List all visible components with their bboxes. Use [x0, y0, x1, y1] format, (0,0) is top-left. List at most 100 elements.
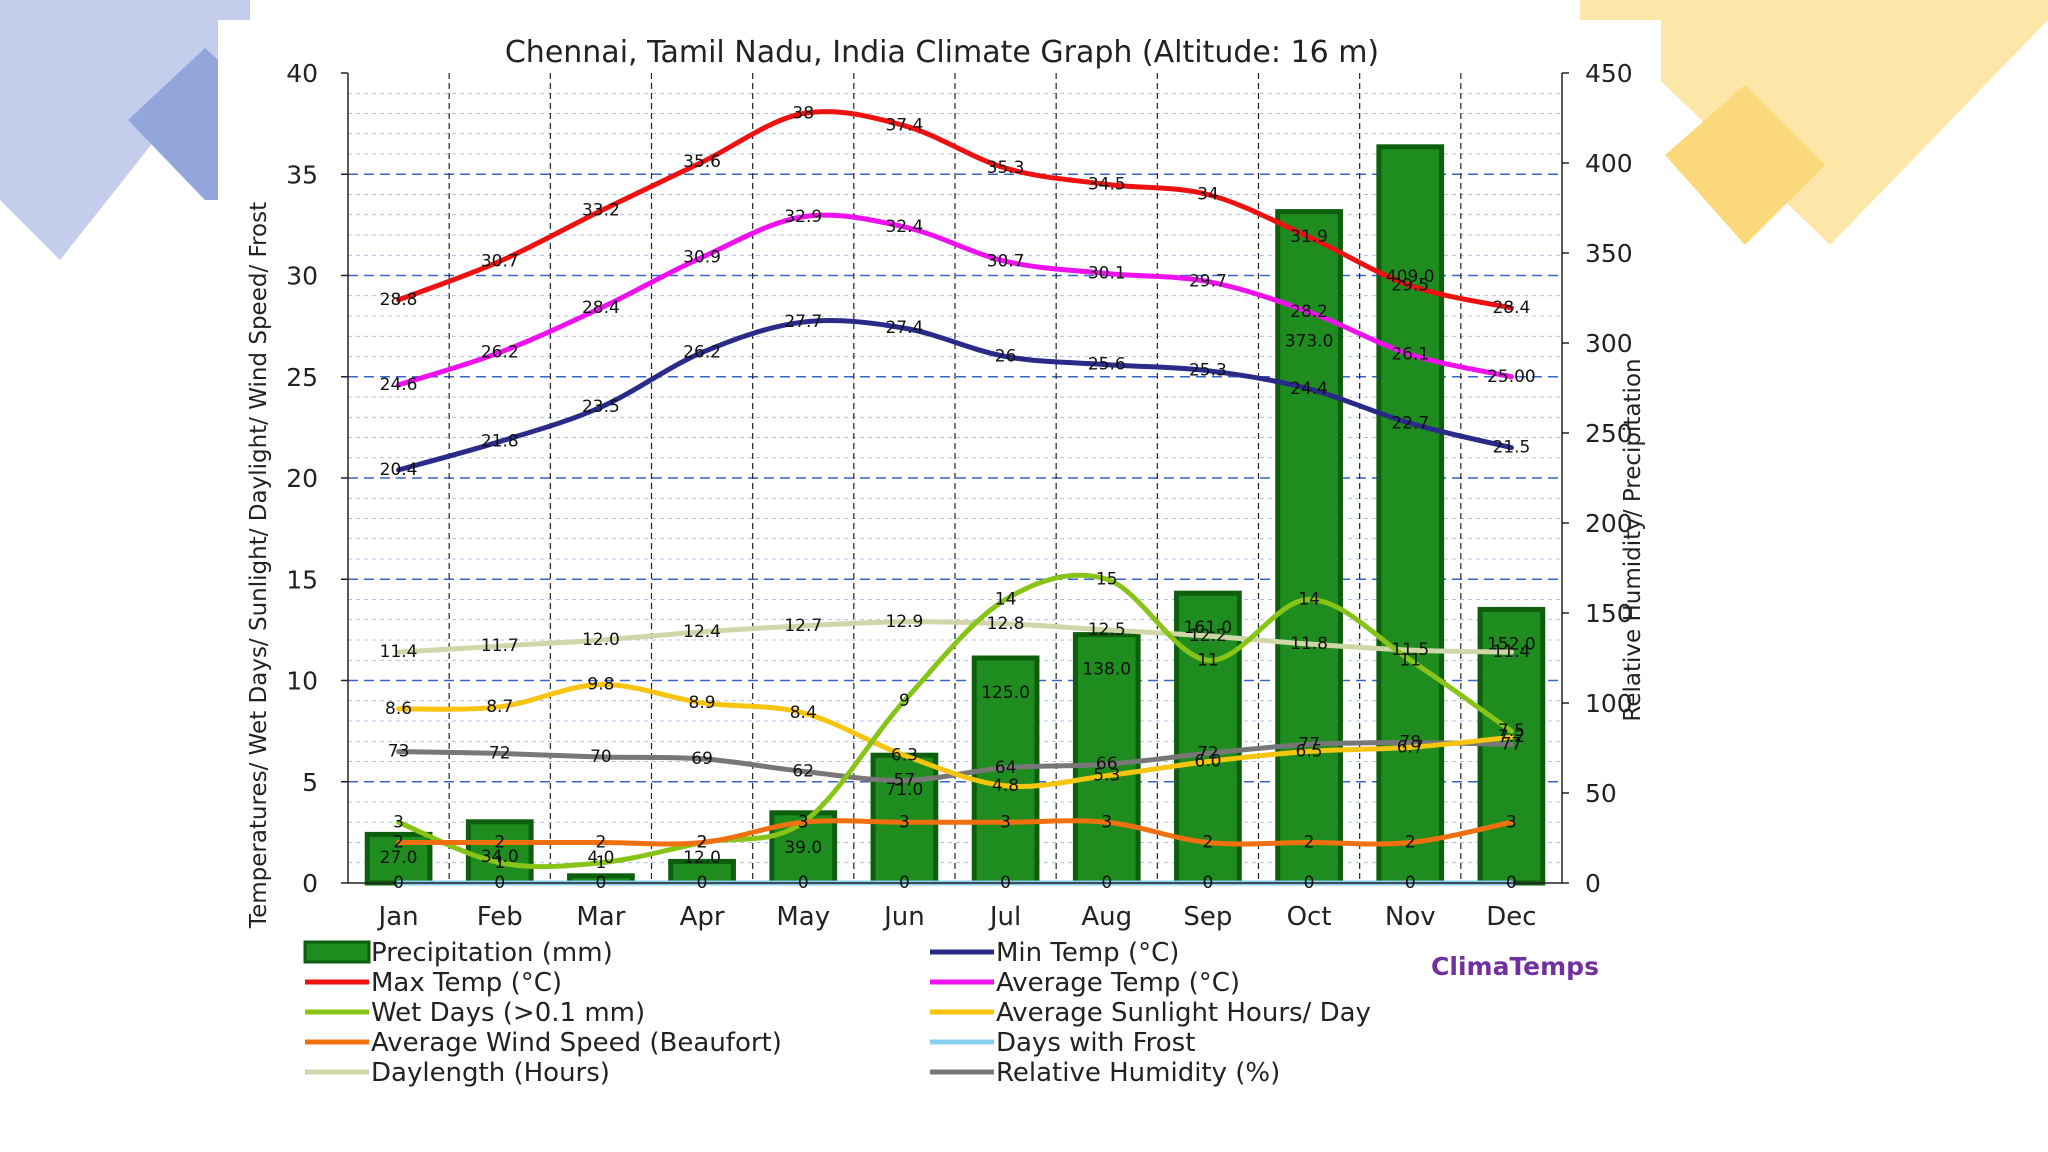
label-precip-apr: 12.0	[683, 848, 721, 868]
label-relative-humidity: 57	[894, 770, 916, 790]
label-daylength-hours: 12.2	[1189, 626, 1227, 646]
label-average-temp-c: 30.9	[683, 247, 721, 267]
label-days-with-frost: 0	[1405, 873, 1416, 893]
label-min-temp-c: 26	[995, 347, 1017, 367]
label-wet-days-0-1-mm: 3	[798, 812, 809, 832]
label-average-sunlight-hours-day: 8.6	[385, 699, 412, 719]
label-average-wind-speed-beaufort: 2	[494, 833, 505, 853]
left-tick-label: 10	[286, 667, 318, 696]
label-wet-days-0-1-mm: 9	[899, 691, 910, 711]
left-tick-label: 20	[286, 464, 318, 493]
label-daylength-hours: 12.8	[987, 614, 1025, 634]
label-precip-may: 39.0	[784, 838, 822, 858]
label-wet-days-0-1-mm: 11	[1197, 650, 1219, 670]
label-daylength-hours: 11.4	[1492, 642, 1530, 662]
left-tick-label: 35	[286, 160, 318, 189]
label-average-wind-speed-beaufort: 2	[1203, 833, 1214, 853]
right-tick-label: 400	[1585, 149, 1633, 178]
label-average-sunlight-hours-day: 8.7	[486, 697, 513, 717]
label-days-with-frost: 0	[899, 873, 910, 893]
label-wet-days-0-1-mm: 11	[1399, 650, 1421, 670]
right-tick-label: 150	[1585, 599, 1633, 628]
right-tick-label: 50	[1585, 779, 1617, 808]
label-precip-sep: 161.0	[1184, 618, 1233, 638]
label-days-with-frost: 0	[1506, 873, 1517, 893]
x-tick-label-jul: Jul	[988, 902, 1021, 932]
label-average-wind-speed-beaufort: 2	[393, 833, 404, 853]
legend-label: Min Temp (°C)	[996, 938, 1179, 968]
label-average-temp-c: 32.9	[784, 207, 822, 227]
deco-shape-yellow-right-inner	[1665, 85, 1825, 245]
label-daylength-hours: 12.9	[885, 612, 923, 632]
label-min-temp-c: 27.4	[885, 318, 923, 338]
label-precip-mar: 4.0	[587, 848, 614, 868]
label-wet-days-0-1-mm: 7.5	[1498, 721, 1525, 741]
precip-bar-aug	[1072, 632, 1141, 886]
label-precip-oct: 373.0	[1285, 332, 1334, 352]
x-tick-label-dec: Dec	[1486, 902, 1536, 932]
label-max-temp-c: 28.8	[380, 290, 418, 310]
legend-label: Relative Humidity (%)	[996, 1058, 1280, 1088]
legend-label: Daylength (Hours)	[371, 1058, 610, 1088]
legend: Precipitation (mm) Min Temp (°C) Max Temp …	[303, 938, 1371, 1088]
label-max-temp-c: 29.5	[1391, 276, 1429, 296]
left-tick-label: 25	[286, 363, 318, 392]
data-labels: 0 0 0 0 0 0 0 0 0 0 0 0 11.4 11.7 12.0 12.4 12.7 12.9 12.8…	[380, 104, 1536, 894]
left-tick-label: 40	[286, 59, 318, 88]
label-max-temp-c: 34	[1197, 185, 1219, 205]
label-average-temp-c: 30.7	[987, 251, 1025, 271]
label-average-sunlight-hours-day: 6.7	[1397, 737, 1424, 757]
line-average-sunlight-hours-day	[396, 682, 1514, 789]
label-wet-days-0-1-mm: 2	[697, 833, 708, 853]
label-days-with-frost: 0	[1000, 873, 1011, 893]
label-average-temp-c: 32.4	[885, 217, 923, 237]
left-tick-label: 30	[286, 262, 318, 291]
label-relative-humidity: 70	[590, 747, 612, 767]
label-wet-days-0-1-mm: 1	[494, 853, 505, 873]
label-wet-days-0-1-mm: 15	[1096, 569, 1118, 589]
label-max-temp-c: 38	[792, 104, 814, 124]
label-precip-aug: 138.0	[1082, 660, 1131, 680]
x-tick-label-mar: Mar	[576, 902, 625, 932]
label-average-sunlight-hours-day: 5.3	[1093, 766, 1120, 786]
label-min-temp-c: 25.6	[1088, 355, 1126, 375]
label-max-temp-c: 30.7	[481, 251, 519, 271]
label-relative-humidity: 72	[1197, 743, 1219, 763]
line-average-wind-speed-beaufort	[396, 818, 1514, 847]
label-max-temp-c: 35.3	[987, 158, 1025, 178]
label-min-temp-c: 26.2	[683, 342, 721, 362]
label-average-wind-speed-beaufort: 3	[1506, 812, 1517, 832]
label-average-sunlight-hours-day: 4.8	[992, 776, 1019, 796]
label-average-sunlight-hours-day: 6.3	[891, 745, 918, 765]
x-tick-label-feb: Feb	[477, 902, 523, 932]
label-average-temp-c: 26.2	[481, 342, 519, 362]
label-max-temp-c: 37.4	[885, 116, 923, 136]
legend-label: Average Wind Speed (Beaufort)	[371, 1028, 782, 1058]
label-average-wind-speed-beaufort: 2	[1405, 833, 1416, 853]
label-average-temp-c: 26.1	[1391, 344, 1429, 364]
label-max-temp-c: 28.4	[1492, 298, 1530, 318]
label-relative-humidity: 62	[792, 761, 814, 781]
left-tick-label: 15	[286, 565, 318, 594]
right-axis-label: Relative Humidity/ Precipitation	[1620, 358, 1646, 721]
label-relative-humidity: 69	[691, 749, 713, 769]
x-tick-label-sep: Sep	[1183, 902, 1232, 932]
label-average-temp-c: 24.6	[380, 375, 418, 395]
label-average-temp-c: 29.7	[1189, 272, 1227, 292]
label-max-temp-c: 34.5	[1088, 174, 1126, 194]
label-average-wind-speed-beaufort: 3	[1101, 812, 1112, 832]
label-daylength-hours: 11.4	[380, 642, 418, 662]
label-precip-jun: 71.0	[885, 780, 923, 800]
label-average-temp-c: 28.4	[582, 298, 620, 318]
label-days-with-frost: 0	[596, 873, 607, 893]
label-daylength-hours: 11.5	[1391, 640, 1429, 660]
line-min-temp-c	[396, 318, 1514, 473]
label-days-with-frost: 0	[393, 873, 404, 893]
brand-logo: ClimaTemps	[1431, 952, 1599, 981]
x-tick-label-jun: Jun	[882, 902, 925, 932]
legend-label: Days with Frost	[996, 1028, 1195, 1058]
label-relative-humidity: 78	[1399, 733, 1421, 753]
label-average-wind-speed-beaufort: 3	[1000, 812, 1011, 832]
label-min-temp-c: 23.5	[582, 397, 620, 417]
label-average-temp-c: 25.00	[1487, 367, 1536, 387]
